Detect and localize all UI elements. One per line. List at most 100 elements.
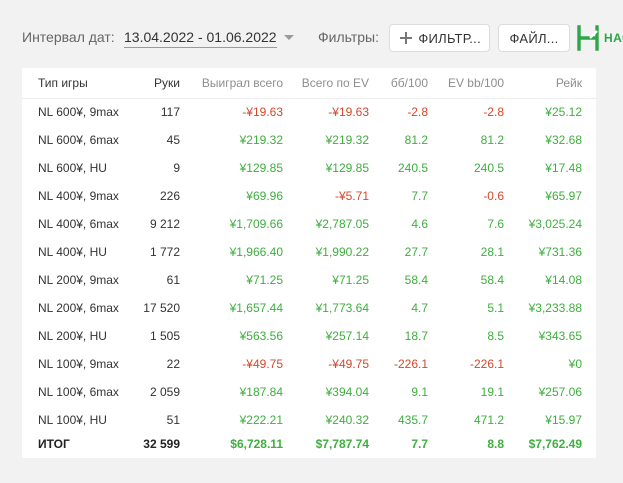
cell-ev-total: -¥19.63 — [328, 105, 369, 119]
cell-ev-total: ¥71.25 — [332, 273, 369, 287]
cell-game-type: NL 600¥, HU — [38, 161, 107, 175]
table-total-row: ИТОГ 32 599 $6,728.11 $7,787.74 7.7 8.8 … — [22, 431, 596, 459]
column-header-bb100[interactable]: бб/100 — [390, 76, 428, 90]
stats-table: Тип игры Руки Выиграл всего Всего по EV … — [22, 68, 596, 458]
column-header-game-type[interactable]: Тип игры — [38, 76, 88, 90]
cell-game-type: NL 400¥, HU — [38, 245, 107, 259]
table-row[interactable]: NL 600¥, 6max 45 ¥219.32 ¥219.32 81.2 81.2 ¥32… — [22, 126, 596, 154]
table-row[interactable]: NL 400¥, HU 1 772 ¥1,966.40 ¥1,990.22 27.7 28… — [22, 238, 596, 266]
cell-game-type: NL 200¥, 6max — [38, 301, 119, 315]
cell-game-type: NL 100¥, 9max — [38, 357, 119, 371]
cell-rake: ¥3,025.24 — [528, 217, 582, 231]
cell-won-total: ¥187.84 — [239, 385, 283, 399]
table-row[interactable]: NL 200¥, 6max 17 520 ¥1,657.44 ¥1,773.64 4.7… — [22, 294, 596, 322]
table-row[interactable]: NL 600¥, HU 9 ¥129.85 ¥129.85 240.5 240.5 ¥17.… — [22, 154, 596, 182]
cell-game-type: NL 200¥, HU — [38, 329, 107, 343]
cell-ev-total: -¥5.71 — [334, 189, 369, 203]
cell-ev-bb100: 19.1 — [480, 385, 504, 399]
table-row[interactable]: NL 400¥, 6max 9 212 ¥1,709.66 ¥2,787.05 4.6 7… — [22, 210, 596, 238]
table-row[interactable]: NL 200¥, 9max 61 ¥71.25 ¥71.25 58.4 58.4 ¥14.0… — [22, 266, 596, 294]
cell-won-total: ¥222.21 — [239, 413, 283, 427]
files-button[interactable]: ФАЙЛ... — [498, 24, 570, 52]
table-row[interactable]: NL 100¥, 6max 2 059 ¥187.84 ¥394.04 9.1 19.1 ¥… — [22, 378, 596, 406]
cell-hands: 2 059 — [149, 385, 180, 399]
date-interval-select[interactable]: 13.04.2022 - 01.06.2022 — [124, 29, 277, 48]
cell-ev-total: ¥257.14 — [325, 329, 369, 343]
cell-hands: 226 — [159, 189, 180, 203]
column-header-ev-total[interactable]: Всего по EV — [301, 76, 369, 90]
table-row[interactable]: NL 600¥, 9max 117 -¥19.63 -¥19.63 -2.8 -2.8 ¥2… — [22, 98, 596, 126]
cell-game-type: NL 600¥, 9max — [38, 105, 119, 119]
cell-hands: 9 212 — [149, 217, 180, 231]
cell-bb100: 4.7 — [411, 301, 428, 315]
toolbar: Интервал дат: 13.04.2022 - 01.06.2022 Фи… — [0, 0, 623, 68]
cell-rake: ¥343.65 — [538, 329, 582, 343]
cell-ev-total: ¥1,773.64 — [315, 301, 369, 315]
cell-ev-bb100: -226.1 — [469, 357, 504, 371]
column-header-rake[interactable]: Рейк — [555, 76, 582, 90]
column-header-ev-bb100[interactable]: EV bb/100 — [447, 76, 504, 90]
cell-bb100: 9.1 — [411, 385, 428, 399]
table-row[interactable]: NL 100¥, 9max 22 -¥49.75 -¥49.75 -226.1 -226.… — [22, 350, 596, 378]
cell-ev-total: ¥2,787.05 — [315, 217, 369, 231]
cell-rake: ¥17.48 — [545, 161, 582, 175]
cell-bb100: 7.7 — [411, 189, 428, 203]
cell-hands: 117 — [160, 105, 180, 119]
table-row[interactable]: NL 400¥, 9max 226 ¥69.96 -¥5.71 7.7 -0.6 ¥65.9… — [22, 182, 596, 210]
cell-game-type: NL 600¥, 6max — [38, 133, 119, 147]
cell-ev-bb100: -0.6 — [483, 189, 504, 203]
cell-rake: ¥257.06 — [538, 385, 582, 399]
cell-rake: ¥731.36 — [538, 245, 582, 259]
filters-button[interactable]: ФИЛЬТР... — [389, 24, 490, 52]
cell-bb100: 240.5 — [397, 161, 428, 175]
cell-won-total: ¥71.25 — [246, 273, 283, 287]
cell-ev-total: ¥219.32 — [325, 133, 369, 147]
chevron-down-icon[interactable] — [284, 35, 294, 40]
cell-game-type: NL 400¥, 9max — [38, 189, 119, 203]
plus-icon — [400, 32, 413, 44]
cell-bb100: 18.7 — [404, 329, 428, 343]
cell-ev-total: -¥49.75 — [328, 357, 369, 371]
app-logo-text[interactable]: НАСТ — [604, 31, 623, 45]
filters-button-label: ФИЛЬТР... — [418, 30, 481, 46]
table-row[interactable]: NL 200¥, HU 1 505 ¥563.56 ¥257.14 18.7 8.5 ¥34… — [22, 322, 596, 350]
date-interval-label: Интервал дат: — [22, 29, 115, 45]
cell-ev-total: ¥1,990.22 — [315, 245, 369, 259]
cell-ev-bb100: -2.8 — [483, 105, 504, 119]
cell-game-type: NL 200¥, 9max — [38, 273, 119, 287]
column-header-hands[interactable]: Руки — [154, 76, 180, 90]
cell-won-total: ¥1,657.44 — [229, 301, 283, 315]
cell-ev-bb100: 58.4 — [480, 273, 504, 287]
table-header: Тип игры Руки Выиграл всего Всего по EV … — [22, 68, 596, 99]
cell-hands: 22 — [166, 357, 180, 371]
cell-bb100: -226.1 — [393, 357, 428, 371]
cell-hands: 51 — [166, 413, 180, 427]
total-ev: $7,787.74 — [315, 437, 369, 451]
cell-rake: ¥32.68 — [545, 133, 582, 147]
column-header-won-total[interactable]: Выиграл всего — [201, 76, 283, 90]
cell-won-total: ¥1,709.66 — [229, 217, 283, 231]
cell-ev-total: ¥129.85 — [325, 161, 369, 175]
filters-label: Фильтры: — [318, 29, 379, 45]
cell-won-total: -¥49.75 — [242, 357, 283, 371]
cell-won-total: ¥1,966.40 — [229, 245, 283, 259]
cell-won-total: -¥19.63 — [242, 105, 283, 119]
cell-ev-bb100: 7.6 — [487, 217, 504, 231]
cell-ev-total: ¥240.32 — [325, 413, 369, 427]
cell-hands: 9 — [173, 161, 180, 175]
cell-ev-bb100: 28.1 — [480, 245, 504, 259]
cell-hands: 61 — [166, 273, 180, 287]
total-label: ИТОГ — [38, 437, 70, 451]
h-logo-icon[interactable] — [576, 25, 600, 51]
cell-rake: ¥25.12 — [545, 105, 582, 119]
cell-ev-bb100: 240.5 — [473, 161, 504, 175]
cell-rake: ¥14.08 — [545, 273, 582, 287]
cell-bb100: -2.8 — [407, 105, 428, 119]
cell-won-total: ¥129.85 — [239, 161, 283, 175]
total-hands: 32 599 — [143, 437, 180, 451]
cell-hands: 1 772 — [149, 245, 180, 259]
cell-bb100: 58.4 — [404, 273, 428, 287]
cell-ev-bb100: 8.5 — [487, 329, 504, 343]
table-row[interactable]: NL 100¥, HU 51 ¥222.21 ¥240.32 435.7 471.2 ¥15… — [22, 406, 596, 434]
total-won: $6,728.11 — [230, 437, 283, 451]
